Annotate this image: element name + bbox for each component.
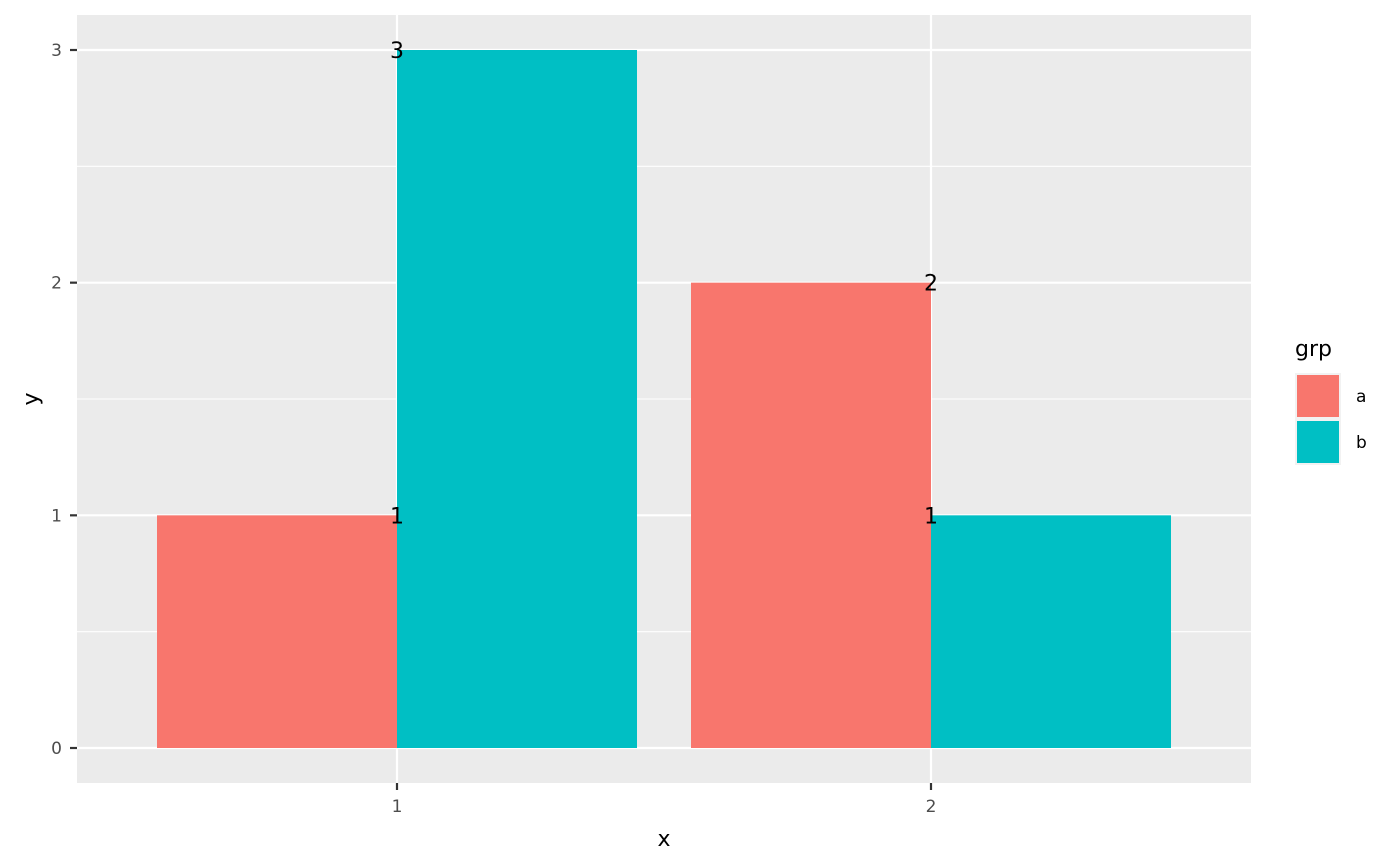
legend-key-a [1295,373,1341,419]
legend-label-a: a [1356,387,1366,407]
y-tick-label: 2 [51,274,62,294]
y-axis-title: y [19,392,44,405]
y-tick-label: 3 [51,41,62,61]
legend-key-b [1295,419,1341,465]
x-tick-label: 2 [926,797,937,817]
bar-b-2 [931,515,1171,748]
y-tick-label: 1 [51,506,62,526]
bar-b-1 [397,50,637,748]
data-label: 2 [924,272,938,297]
legend-label-b: b [1356,433,1367,453]
data-label: 3 [390,39,404,64]
bar-a-2 [691,282,931,748]
y-tick-label: 0 [51,739,62,759]
x-axis-title: x [657,827,670,852]
bar-a-1 [157,515,397,748]
data-label: 1 [390,504,404,529]
data-label: 1 [924,504,938,529]
legend-title: grp [1295,337,1332,362]
x-tick-label: 1 [392,797,403,817]
